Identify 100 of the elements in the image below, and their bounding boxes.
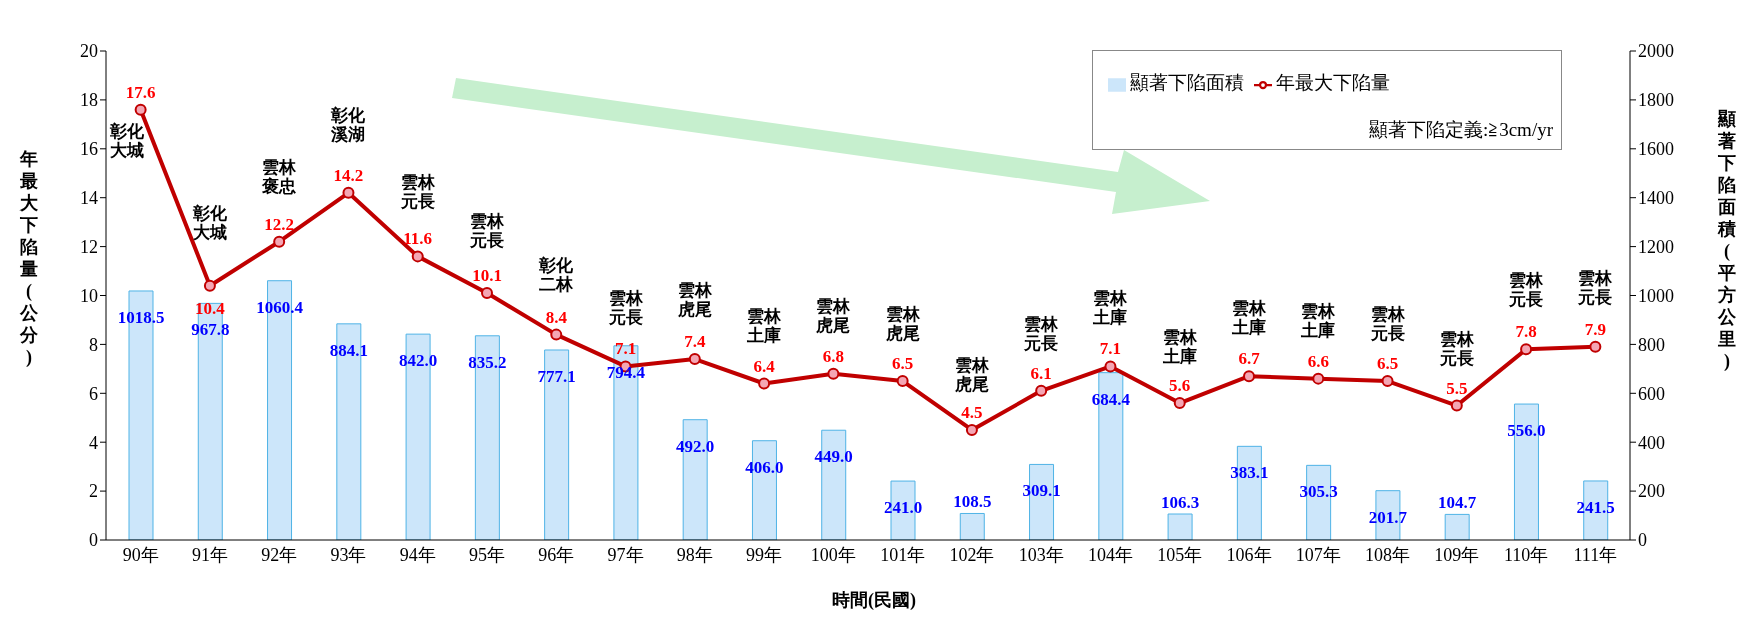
data-label: 6.4 bbox=[753, 356, 776, 376]
text: 顯著下陷面積(平方公里) bbox=[1718, 109, 1736, 371]
x-tick-label: 110年 bbox=[1503, 544, 1549, 565]
x-tick-label: 92年 bbox=[261, 544, 298, 565]
y-tick-label: 8 bbox=[89, 334, 98, 355]
annotation: 雲林土庫 bbox=[1092, 289, 1129, 328]
point bbox=[203, 279, 216, 292]
y2-tick-label: 1000 bbox=[1638, 285, 1674, 306]
point bbox=[1243, 370, 1255, 383]
annotation: 雲林元長 bbox=[1508, 271, 1545, 310]
point bbox=[688, 353, 701, 366]
point bbox=[411, 250, 424, 263]
x-tick-label: 106年 bbox=[1226, 544, 1272, 565]
annotation: 雲林元長 bbox=[607, 289, 644, 328]
point bbox=[1381, 375, 1394, 388]
data-label: 492.0 bbox=[676, 436, 715, 456]
annotation: 彰化二林 bbox=[538, 255, 575, 294]
bar bbox=[1444, 513, 1470, 540]
annotation: 雲林土庫 bbox=[1231, 299, 1267, 338]
data-label: 406.0 bbox=[745, 457, 784, 477]
data-label: 6.7 bbox=[1238, 349, 1261, 369]
data-label: 104.7 bbox=[1438, 493, 1477, 513]
x-tick-label: 109年 bbox=[1434, 544, 1480, 565]
annotation: 雲林虎尾 bbox=[953, 356, 990, 395]
point bbox=[481, 287, 493, 300]
annotation: 彰化大城 bbox=[108, 121, 145, 160]
x-tick-label: 91年 bbox=[191, 544, 228, 565]
data-label: 556.0 bbox=[1507, 421, 1546, 441]
x-tick-label: 111年 bbox=[1573, 544, 1618, 565]
x-tick-label: 107年 bbox=[1295, 544, 1341, 565]
x-tick-label: 108年 bbox=[1365, 544, 1411, 565]
data-label: 842.0 bbox=[398, 351, 438, 371]
x-tick-label: 94年 bbox=[399, 544, 436, 565]
data-label: 6.8 bbox=[822, 346, 844, 366]
annotation: 彰化大城 bbox=[191, 204, 228, 243]
data-label: 201.7 bbox=[1368, 507, 1408, 527]
data-label: 1060.4 bbox=[256, 297, 304, 317]
point bbox=[827, 367, 840, 380]
annotation: 雲林元長 bbox=[399, 173, 436, 212]
annotation: 雲林元長 bbox=[1438, 330, 1475, 369]
y2-tick-label: 1400 bbox=[1638, 188, 1674, 209]
point bbox=[1104, 360, 1117, 373]
y2-tick-label: 200 bbox=[1638, 481, 1665, 502]
point bbox=[1035, 384, 1048, 397]
data-label: 7.1 bbox=[1099, 339, 1122, 359]
x-tick-label: 105年 bbox=[1157, 544, 1203, 565]
point bbox=[134, 103, 147, 116]
data-label: 241.0 bbox=[883, 498, 923, 518]
data-label: 17.6 bbox=[125, 82, 156, 102]
point bbox=[1450, 399, 1463, 412]
data-label: 794.4 bbox=[606, 362, 646, 382]
data-label: 108.5 bbox=[953, 492, 992, 512]
x-tick-label: 104年 bbox=[1087, 544, 1133, 565]
y2-tick-label: 600 bbox=[1638, 383, 1665, 404]
x-tick-label: 101年 bbox=[880, 544, 926, 565]
annotation: 雲林元長 bbox=[469, 211, 505, 250]
point bbox=[273, 235, 286, 248]
y2-tick-label: 0 bbox=[1638, 530, 1647, 551]
x-tick-label: 103年 bbox=[1018, 544, 1064, 565]
y-tick-label: 4 bbox=[89, 432, 98, 453]
data-label: 241.5 bbox=[1576, 497, 1615, 517]
data-label: 106.3 bbox=[1160, 493, 1200, 513]
data-label: 684.4 bbox=[1091, 389, 1131, 409]
point bbox=[965, 423, 978, 436]
bar bbox=[1167, 513, 1193, 540]
y-tick-label: 16 bbox=[80, 139, 98, 160]
x-axis-title: 時間(民國) bbox=[831, 589, 917, 612]
y2-tick-label: 400 bbox=[1638, 432, 1665, 453]
data-label: 7.8 bbox=[1515, 322, 1537, 342]
annotation: 雲林虎尾 bbox=[676, 281, 713, 320]
data-label: 8.4 bbox=[545, 307, 568, 327]
data-label: 6.5 bbox=[892, 354, 914, 374]
point bbox=[550, 328, 563, 341]
y-tick-label: 6 bbox=[89, 383, 98, 404]
data-label: 11.6 bbox=[403, 229, 433, 249]
y-tick-label: 14 bbox=[80, 188, 98, 209]
y2-tick-label: 2000 bbox=[1638, 41, 1674, 62]
text: 年最大下陷量(公分) bbox=[20, 149, 38, 367]
annotation: 雲林土庫 bbox=[1161, 327, 1198, 366]
x-tick-label: 96年 bbox=[538, 544, 575, 565]
data-label: 6.1 bbox=[1030, 363, 1052, 383]
x-tick-label: 97年 bbox=[607, 544, 644, 565]
annotation: 雲林元長 bbox=[1023, 314, 1060, 353]
legend-label: 顯著下陷面積 bbox=[1130, 72, 1244, 93]
data-label: 12.2 bbox=[264, 214, 295, 234]
data-label: 4.5 bbox=[961, 402, 983, 422]
y-tick-label: 12 bbox=[80, 236, 98, 257]
point bbox=[1589, 340, 1602, 353]
data-label: 6.5 bbox=[1376, 354, 1399, 374]
data-label: 7.4 bbox=[684, 332, 706, 352]
point bbox=[342, 186, 355, 199]
data-label: 309.1 bbox=[1022, 481, 1061, 501]
data-label: 777.1 bbox=[537, 367, 576, 386]
y-tick-label: 20 bbox=[80, 41, 98, 62]
annotation: 顯著下陷定義:≧3cm/yr bbox=[1368, 118, 1553, 142]
point bbox=[1312, 372, 1325, 385]
point bbox=[1520, 343, 1533, 356]
data-label: 835.2 bbox=[468, 352, 507, 372]
data-label: 1018.5 bbox=[117, 307, 165, 327]
annotation: 雲林元長 bbox=[1369, 304, 1406, 343]
